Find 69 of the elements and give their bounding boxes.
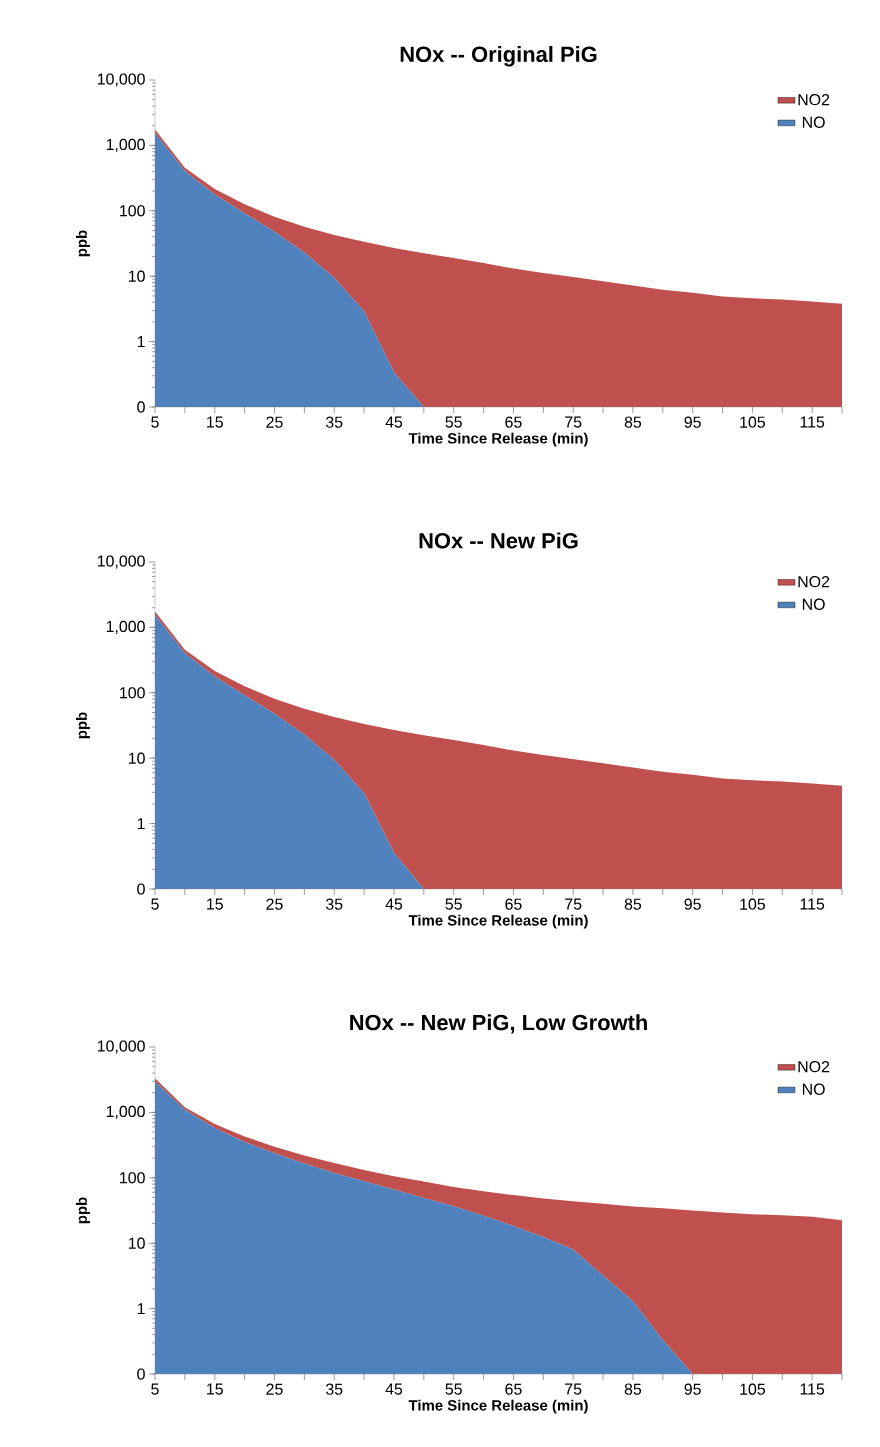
x-tick-label: 75 — [565, 898, 582, 910]
x-tick-label: 65 — [505, 1383, 522, 1395]
x-tick-label: 65 — [505, 898, 522, 910]
y-tick-label: 1,000 — [106, 138, 145, 152]
y-tick-label: 0 — [137, 1368, 145, 1380]
x-tick-label: 85 — [624, 416, 642, 428]
x-tick-label: 45 — [385, 1383, 403, 1395]
legend-label: NO2 — [798, 1061, 830, 1073]
y-tick-label: 10,000 — [97, 73, 145, 87]
x-tick-label: 5 — [151, 416, 159, 428]
chart-title: NOx -- New PiG, Low Growth — [350, 1014, 647, 1034]
x-axis-title: Time Since Release (min) — [408, 1399, 588, 1414]
x-tick-label: 5 — [151, 1383, 159, 1395]
y-tick-label: 10,000 — [97, 1040, 145, 1054]
x-tick-label: 55 — [445, 1383, 462, 1395]
x-tick-label: 35 — [325, 416, 343, 428]
x-tick-label: 85 — [624, 1383, 642, 1395]
y-tick-label: 1,000 — [106, 620, 145, 634]
y-tick-label: 1,000 — [106, 1105, 145, 1119]
x-tick-label: 95 — [684, 416, 701, 428]
x-tick-label: 65 — [505, 416, 522, 428]
x-tick-label: 25 — [266, 898, 283, 910]
x-tick-label: 115 — [800, 898, 825, 910]
x-tick-label: 55 — [445, 898, 462, 910]
legend-label: NO — [802, 116, 825, 128]
x-tick-label: 55 — [445, 416, 462, 428]
y-tick-label: 10 — [128, 1237, 145, 1249]
x-tick-label: 35 — [325, 1383, 343, 1395]
y-tick-label: 1 — [137, 1303, 145, 1315]
x-tick-label: 25 — [266, 416, 283, 428]
y-tick-label: 10,000 — [97, 555, 145, 569]
legend-label: NO — [802, 1083, 825, 1095]
y-tick-label: 100 — [120, 205, 145, 217]
x-tick-label: 95 — [684, 898, 701, 910]
y-tick-label: 100 — [120, 1172, 145, 1184]
x-tick-label: 105 — [740, 898, 766, 910]
x-tick-label: 75 — [565, 416, 582, 428]
legend-label: NO2 — [798, 576, 830, 588]
x-tick-label: 45 — [385, 898, 403, 910]
x-tick-label: 15 — [207, 416, 223, 428]
y-tick-label: 10 — [128, 270, 145, 282]
y-tick-label: 100 — [120, 687, 145, 699]
x-tick-label: 45 — [385, 416, 403, 428]
x-axis-title: Time Since Release (min) — [408, 432, 588, 447]
x-tick-label: 85 — [624, 898, 642, 910]
y-tick-label: 0 — [137, 401, 145, 413]
x-tick-label: 75 — [565, 1383, 582, 1395]
x-tick-label: 5 — [151, 898, 159, 910]
x-tick-label: 115 — [800, 416, 825, 428]
x-axis-title: Time Since Release (min) — [408, 914, 588, 929]
x-tick-label: 15 — [207, 898, 223, 910]
chart-title: NOx -- Original PiG — [400, 45, 597, 67]
y-axis-title: ppb — [75, 712, 90, 739]
y-tick-label: 0 — [137, 883, 145, 895]
x-tick-label: 35 — [325, 898, 343, 910]
x-tick-label: 105 — [740, 1383, 766, 1395]
x-tick-label: 95 — [684, 1383, 701, 1395]
x-tick-label: 15 — [207, 1383, 223, 1395]
x-tick-label: 105 — [740, 416, 766, 428]
y-tick-label: 1 — [137, 818, 145, 830]
chart-title: NOx -- New PiG — [419, 532, 578, 549]
x-tick-label: 25 — [266, 1383, 283, 1395]
y-tick-label: 1 — [137, 336, 145, 348]
y-axis-title: ppb — [75, 230, 90, 257]
y-axis-title: ppb — [75, 1197, 90, 1224]
legend-label: NO — [802, 598, 825, 610]
legend-label: NO2 — [798, 94, 830, 106]
y-tick-label: 10 — [128, 752, 145, 764]
x-tick-label: 115 — [800, 1383, 825, 1395]
